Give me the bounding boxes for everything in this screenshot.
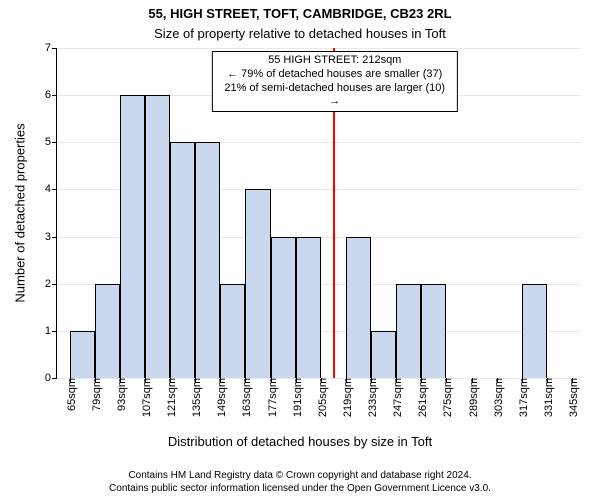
xtick-label: 79sqm — [87, 378, 103, 411]
footer-line1: Contains HM Land Registry data © Crown c… — [0, 470, 600, 483]
gridline — [57, 48, 581, 49]
histogram-bar — [271, 237, 296, 378]
xtick-label: 261sqm — [413, 378, 429, 417]
ytick-label: 7 — [45, 42, 57, 54]
histogram-plot: 0123456765sqm79sqm93sqm107sqm121sqm135sq… — [56, 48, 581, 379]
xtick-label: 247sqm — [388, 378, 404, 417]
callout-line1: 55 HIGH STREET: 212sqm — [219, 54, 451, 68]
xtick-label: 107sqm — [137, 378, 153, 417]
histogram-bar — [346, 237, 371, 378]
xtick-label: 121sqm — [162, 378, 178, 417]
xtick-label: 303sqm — [489, 378, 505, 417]
xtick-label: 345sqm — [564, 378, 580, 417]
xtick-label: 65sqm — [62, 378, 78, 411]
ytick-label: 2 — [45, 278, 57, 290]
ytick-label: 1 — [45, 325, 57, 337]
xtick-label: 93sqm — [112, 378, 128, 411]
xtick-label: 289sqm — [464, 378, 480, 417]
xtick-label: 233sqm — [363, 378, 379, 417]
xtick-label: 163sqm — [237, 378, 253, 417]
xtick-label: 191sqm — [288, 378, 304, 417]
xtick-label: 219sqm — [338, 378, 354, 417]
histogram-bar — [396, 284, 421, 378]
ytick-label: 0 — [45, 372, 57, 384]
histogram-bar — [522, 284, 547, 378]
ytick-label: 6 — [45, 89, 57, 101]
callout-box: 55 HIGH STREET: 212sqm ← 79% of detached… — [212, 51, 458, 112]
histogram-bar — [220, 284, 245, 378]
chart-title-line1: 55, HIGH STREET, TOFT, CAMBRIDGE, CB23 2… — [0, 6, 600, 21]
histogram-bar — [245, 189, 270, 378]
histogram-bar — [195, 142, 220, 378]
xtick-label: 275sqm — [438, 378, 454, 417]
callout-line3: 21% of semi-detached houses are larger (… — [219, 82, 451, 110]
histogram-bar — [95, 284, 120, 378]
xtick-label: 149sqm — [212, 378, 228, 417]
chart-title-line2: Size of property relative to detached ho… — [0, 26, 600, 41]
xtick-label: 135sqm — [187, 378, 203, 417]
histogram-bar — [371, 331, 396, 378]
callout-line2: ← 79% of detached houses are smaller (37… — [219, 68, 451, 82]
xtick-label: 205sqm — [313, 378, 329, 417]
x-axis-label: Distribution of detached houses by size … — [0, 434, 600, 449]
ytick-label: 3 — [45, 231, 57, 243]
xtick-label: 317sqm — [514, 378, 530, 417]
histogram-bar — [120, 95, 145, 378]
histogram-bar — [421, 284, 446, 378]
histogram-bar — [170, 142, 195, 378]
histogram-bar — [70, 331, 95, 378]
ytick-label: 5 — [45, 136, 57, 148]
y-axis-label: Number of detached properties — [13, 123, 28, 302]
ytick-label: 4 — [45, 183, 57, 195]
histogram-bar — [145, 95, 170, 378]
histogram-bar — [296, 237, 321, 378]
footer-attribution: Contains HM Land Registry data © Crown c… — [0, 470, 600, 495]
xtick-label: 331sqm — [539, 378, 555, 417]
xtick-label: 177sqm — [263, 378, 279, 417]
chart-container: 55, HIGH STREET, TOFT, CAMBRIDGE, CB23 2… — [0, 0, 600, 500]
footer-line2: Contains public sector information licen… — [0, 483, 600, 496]
